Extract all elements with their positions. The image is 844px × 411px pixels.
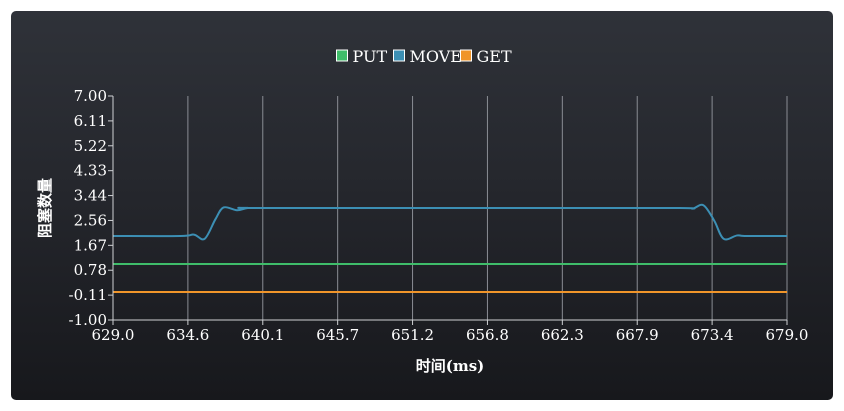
x-tick-label: 651.2: [391, 326, 434, 344]
x-tick-label: 640.1: [241, 326, 284, 344]
x-tick-label: 629.0: [92, 326, 135, 344]
y-tick-label: 6.11: [74, 112, 107, 130]
y-tick-label: -0.11: [69, 286, 107, 304]
chart-panel: [11, 11, 833, 400]
y-tick-label: -1.00: [69, 311, 107, 329]
x-tick-label: 673.4: [691, 326, 734, 344]
y-tick-label: 2.56: [74, 211, 107, 229]
x-tick-label: 656.8: [466, 326, 509, 344]
y-tick-label: 3.44: [74, 187, 107, 205]
y-tick-label: 7.00: [74, 87, 107, 105]
series-line-move: [112, 203, 788, 241]
y-tick-label: 5.22: [74, 137, 107, 155]
legend-item-get[interactable]: GET: [460, 47, 512, 66]
y-tick-label: 4.33: [74, 162, 107, 180]
y-axis-title: 阻塞数量: [36, 178, 54, 238]
x-tick-label: 645.7: [316, 326, 359, 344]
legend-item-move[interactable]: MOVE: [393, 47, 462, 66]
legend-swatch: [460, 49, 472, 62]
legend-swatch: [393, 49, 405, 62]
y-tick-label: 1.67: [74, 236, 107, 254]
x-tick-label: 667.9: [616, 326, 659, 344]
legend-item-put[interactable]: PUT: [336, 47, 388, 66]
series-lines: [112, 203, 788, 293]
x-tick-label: 679.0: [766, 326, 809, 344]
x-axis-title: 时间(ms): [416, 357, 485, 375]
legend-label: PUT: [353, 47, 388, 66]
x-tick-label: 634.6: [166, 326, 209, 344]
legend-label: GET: [477, 47, 512, 66]
x-tick-label: 662.3: [541, 326, 584, 344]
y-tick-label: 0.78: [74, 261, 107, 279]
axes: 629.0 634.6 640.1 645.7 651.2 656.8 662.3 667.9…: [69, 87, 809, 344]
legend[interactable]: PUT MOVE GET: [336, 47, 512, 66]
legend-swatch: [336, 49, 348, 62]
legend-label: MOVE: [410, 47, 462, 66]
